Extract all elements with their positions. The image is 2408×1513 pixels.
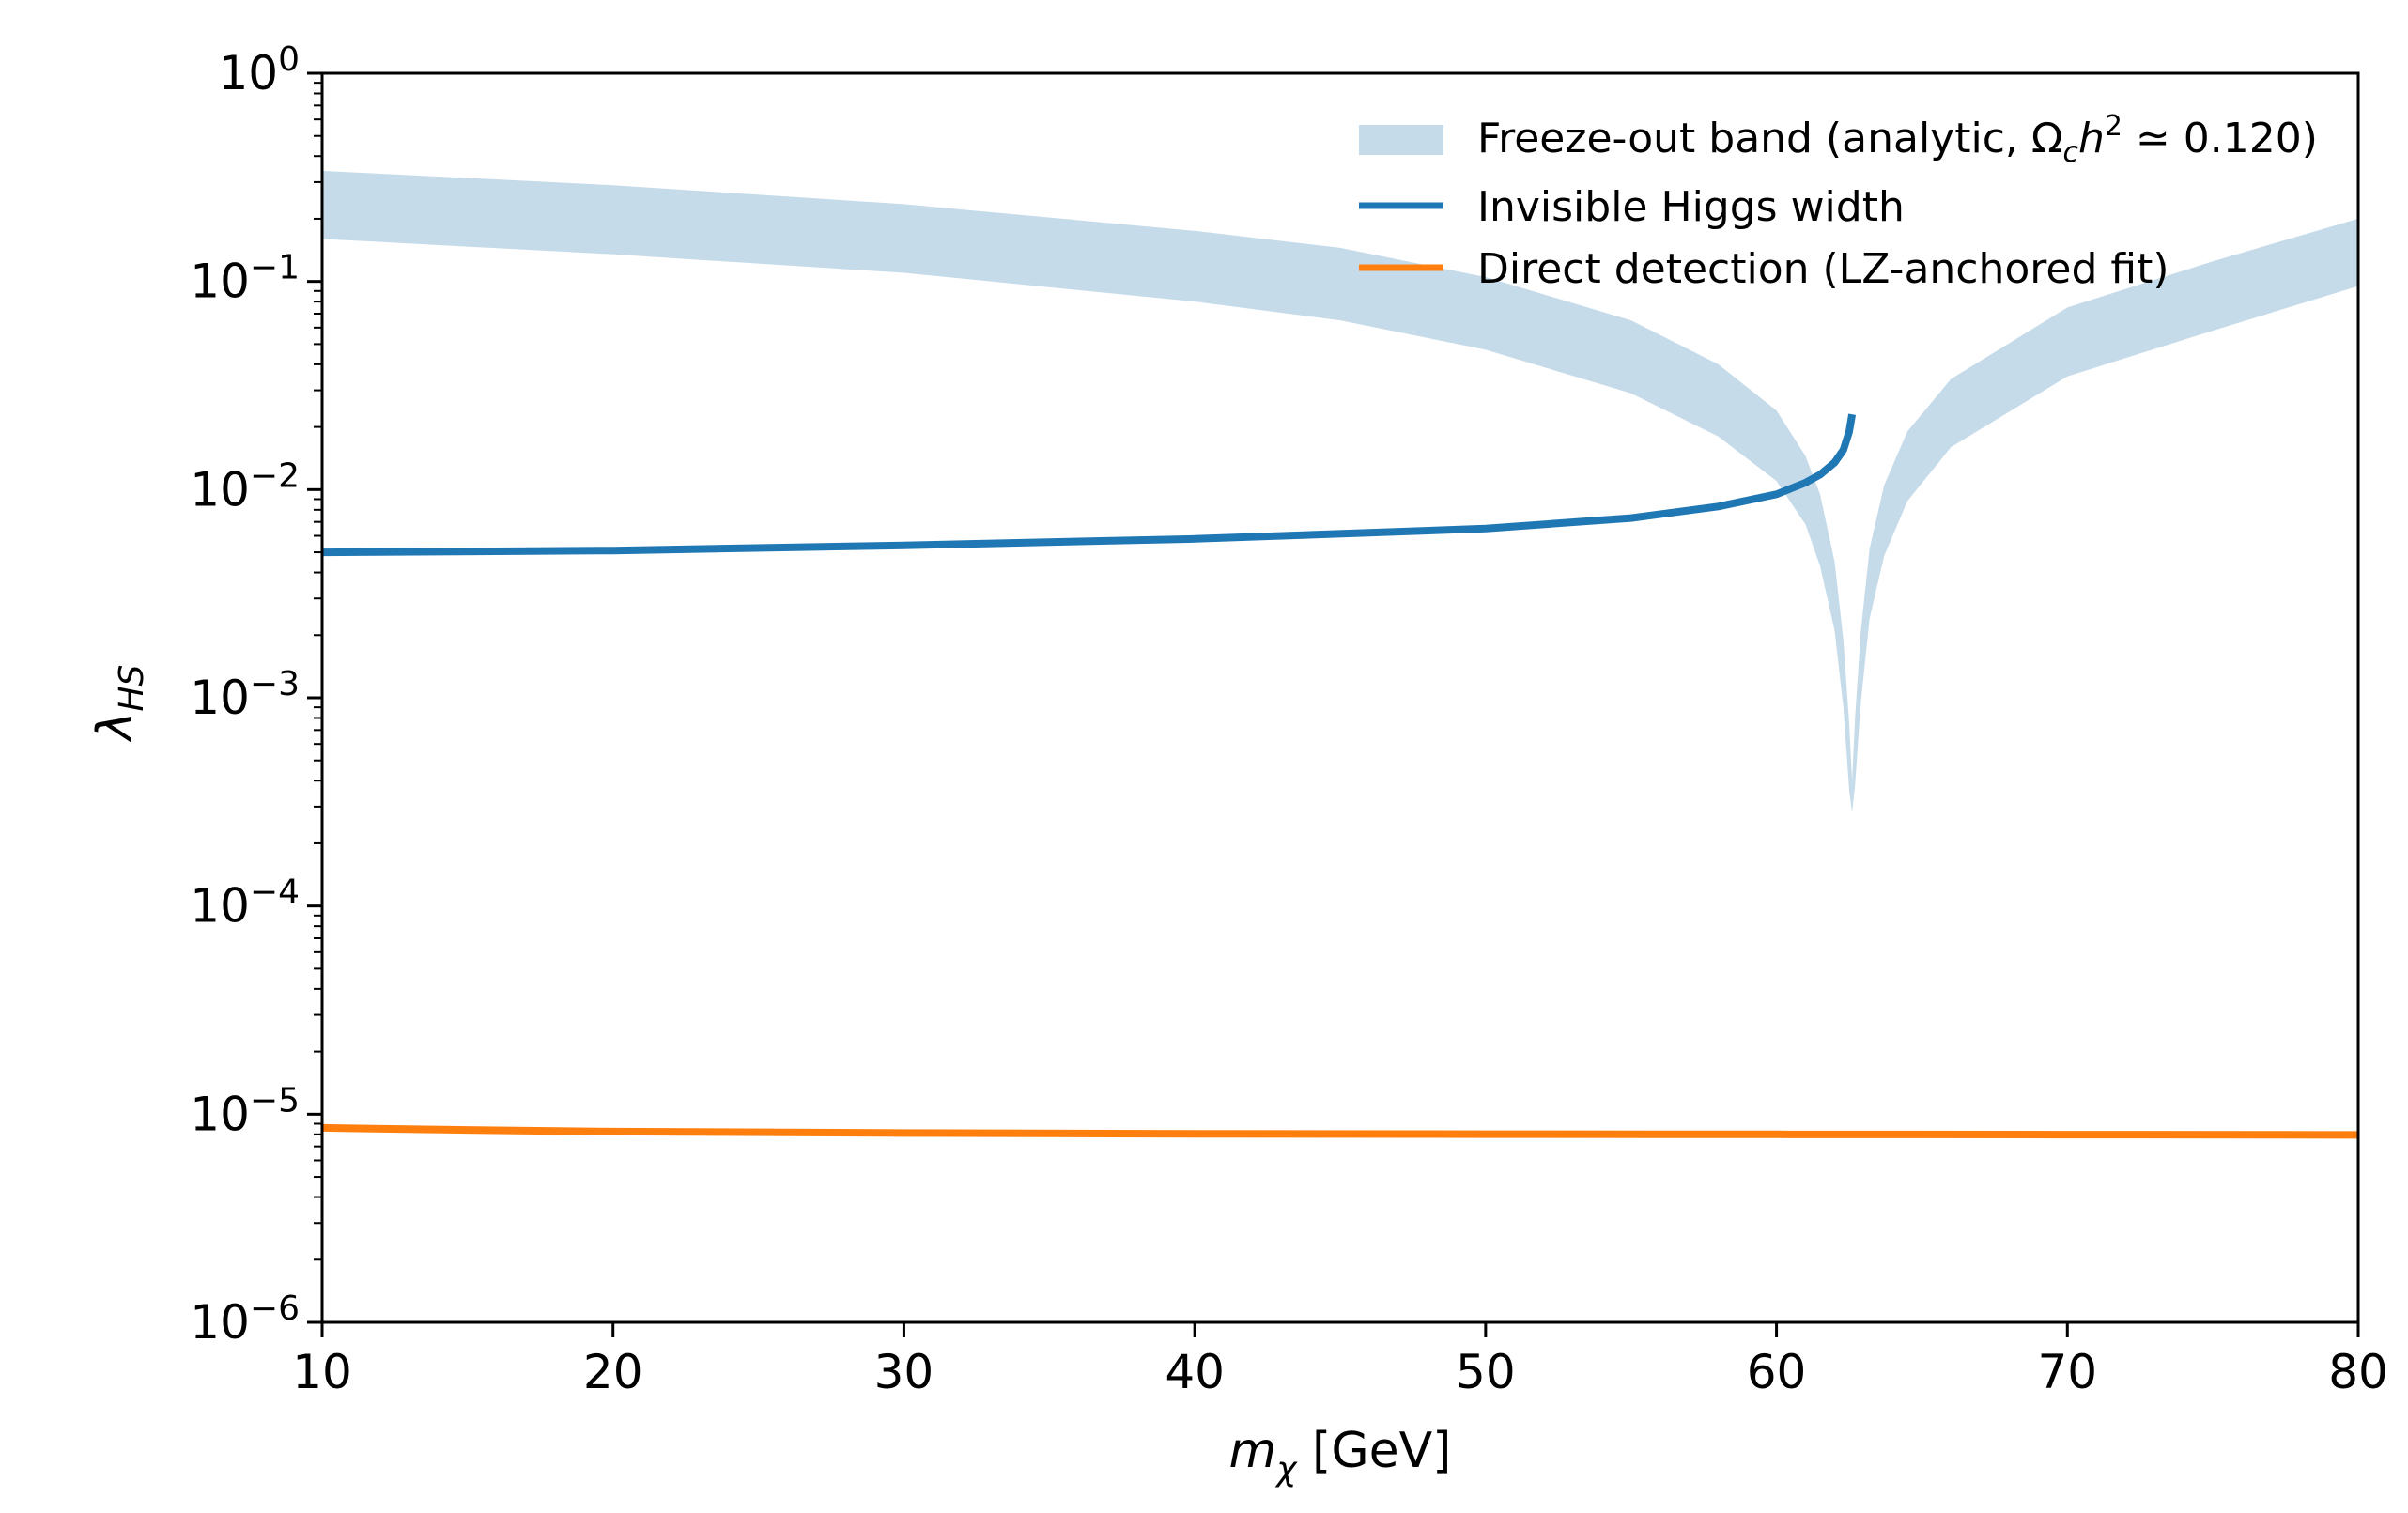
ticks-layer: 10 20 30 40 50 60 70 80 100 10−1 10−2 10−3 10−4 10−5 1… bbox=[190, 40, 2388, 1399]
legend-swatch-band bbox=[1359, 125, 1443, 155]
legend-band-h: h bbox=[2078, 115, 2105, 162]
y-axis-title-sub: HS bbox=[113, 665, 151, 712]
y-tick-label: 10−1 bbox=[190, 249, 300, 309]
legend: Freeze-out band (analytic, Ωch2 ≃ 0.120)… bbox=[1359, 110, 2318, 293]
x-axis-title-sub: χ bbox=[1274, 1450, 1298, 1489]
y-tick-label: 10−3 bbox=[190, 665, 300, 725]
invisible-higgs-width-line bbox=[321, 413, 1857, 557]
x-tick-label: 60 bbox=[1747, 1345, 1807, 1399]
lines-layer bbox=[321, 413, 2359, 1139]
x-tick-label: 20 bbox=[583, 1345, 643, 1399]
x-tick-label: 30 bbox=[874, 1345, 934, 1399]
plot-frame bbox=[320, 71, 2360, 1324]
freeze-out-band-segment-2 bbox=[1852, 218, 2358, 813]
legend-label-higgs: Invisible Higgs width bbox=[1477, 183, 1905, 231]
y-tick-label: 100 bbox=[218, 40, 300, 100]
legend-band-prefix: Freeze-out band (analytic, bbox=[1477, 115, 2031, 162]
x-axis-title-base: m bbox=[1229, 1423, 1277, 1479]
legend-band-omega-sub: c bbox=[2062, 136, 2078, 169]
legend-label-direct: Direct detection (LZ-anchored fit) bbox=[1477, 245, 2169, 293]
x-tick-label: 40 bbox=[1165, 1345, 1225, 1399]
y-axis-title-base: λ bbox=[87, 712, 144, 744]
x-axis-title: mχ [GeV] bbox=[1229, 1423, 1452, 1489]
y-tick-label: 10−2 bbox=[190, 456, 300, 517]
x-tick-label: 10 bbox=[292, 1345, 352, 1399]
x-tick-label: 80 bbox=[2328, 1345, 2388, 1399]
y-tick-label: 10−5 bbox=[190, 1081, 300, 1141]
legend-label-band: Freeze-out band (analytic, Ωch2 ≃ 0.120) bbox=[1477, 110, 2318, 169]
x-axis-title-space bbox=[1297, 1423, 1313, 1479]
y-tick-label: 10−6 bbox=[190, 1289, 300, 1350]
direct-detection-line bbox=[321, 1123, 2359, 1139]
legend-band-omega: Ω bbox=[2031, 115, 2063, 162]
legend-band-h-sup: 2 bbox=[2105, 110, 2122, 143]
x-tick-label: 70 bbox=[2037, 1345, 2097, 1399]
freeze-out-band-segment-1 bbox=[322, 170, 1853, 813]
x-tick-label: 50 bbox=[1456, 1345, 1516, 1399]
y-tick-label: 10−4 bbox=[190, 873, 300, 934]
legend-band-suffix: ≃ 0.120) bbox=[2122, 115, 2318, 162]
x-axis-title-unit: [GeV] bbox=[1312, 1423, 1451, 1479]
y-axis-title: λHS bbox=[87, 665, 151, 744]
band-layer bbox=[322, 170, 2358, 813]
